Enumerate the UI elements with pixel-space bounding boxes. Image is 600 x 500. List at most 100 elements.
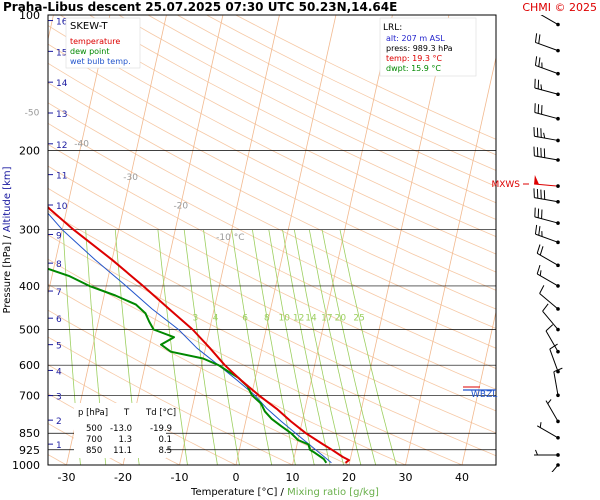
wind-barb-feather <box>536 264 541 275</box>
mixing-ratio-line <box>293 229 344 465</box>
y-tick-label: 850 <box>19 427 40 440</box>
wind-barb-feather <box>553 367 563 373</box>
wind-barb-shaft <box>545 330 559 352</box>
wind-barb-shaft <box>534 112 559 120</box>
wind-barb <box>536 264 560 288</box>
isotherm-line <box>48 15 111 296</box>
y-axis-title: Pressure [hPa] / Altitude [km] <box>2 166 13 313</box>
wind-barbs <box>533 15 563 472</box>
altitude-label: 15 <box>56 48 67 58</box>
lrl-temp: temp: 19.3 °C <box>386 54 443 63</box>
legend-title: SKEW-T <box>70 21 108 32</box>
table-row-p: 700 <box>86 435 102 445</box>
table-row-t: 1.3 <box>118 435 132 445</box>
wind-barb-station <box>556 435 560 440</box>
lrl-background <box>379 17 477 77</box>
altitude-label: 3 <box>56 393 62 403</box>
altitude-label: 11 <box>56 172 67 182</box>
values-table: p [hPa] T Td [°C] 500 -13.0 -19.9 700 1.… <box>74 403 176 458</box>
wind-barb-feather <box>542 303 549 312</box>
wind-barb <box>533 127 560 143</box>
x-tick-label: 30 <box>399 471 413 484</box>
wind-barb-feather <box>534 33 538 43</box>
mixing-ratio-line <box>252 229 296 465</box>
series-wet-bulb-temp-line <box>48 212 332 464</box>
wind-barb <box>534 33 560 53</box>
table-header-td: Td [°C] <box>145 408 176 418</box>
wind-barb-station <box>556 349 560 354</box>
legend-box: SKEW-T temperature dew point wet bulb te… <box>65 17 141 69</box>
mixing-ratio-line <box>339 229 397 465</box>
wind-barb-shaft <box>540 15 559 25</box>
y-tick-label: 100 <box>19 9 40 22</box>
wind-barb <box>534 449 560 457</box>
lrl-dwpt: dwpt: 15.9 °C <box>386 64 441 73</box>
table-row-td: -19.9 <box>150 424 172 434</box>
wind-barb <box>533 188 560 204</box>
wind-barb <box>536 244 560 268</box>
wind-barb <box>533 146 560 162</box>
wind-barb <box>542 303 560 332</box>
wind-barb-shaft <box>535 41 559 52</box>
series-dew-point-line <box>48 267 328 464</box>
dry-adiabat-line <box>48 210 496 434</box>
x-tick-label: -10 <box>171 471 189 484</box>
mixing-ratio-label: 8 <box>264 313 270 323</box>
wind-barb-station <box>556 263 560 268</box>
y-tick-label: 400 <box>19 280 40 293</box>
y-tick-label: 500 <box>19 324 40 337</box>
dry-adiabat-line <box>118 15 496 204</box>
wind-barb-station <box>556 393 560 398</box>
wind-barb-shaft <box>534 197 559 203</box>
isotherm-label: -20 <box>173 202 188 212</box>
wind-barb-station <box>556 240 560 245</box>
wind-barb-feather <box>539 422 542 428</box>
altitude-label: 14 <box>56 79 68 89</box>
wind-barb <box>551 463 560 472</box>
wind-barb-station <box>556 184 560 188</box>
altitude-label: 12 <box>56 141 67 151</box>
table-row-p: 500 <box>86 424 102 434</box>
isotherm-label: -50 <box>25 109 40 119</box>
copyright-link[interactable]: CHMI © 2025 <box>522 1 597 14</box>
y-tick-label: 700 <box>19 389 40 402</box>
mixing-ratio-label: 3 <box>192 313 198 323</box>
table-row-t: -13.0 <box>110 424 132 434</box>
mxws-label: MXWS <box>491 180 520 190</box>
x-tick-label: -30 <box>58 471 76 484</box>
x-tick-label: -20 <box>114 471 132 484</box>
wind-barb <box>534 56 560 76</box>
wind-barb-station <box>556 221 560 225</box>
wind-barb <box>545 324 560 354</box>
dry-adiabat-line <box>48 165 496 390</box>
values-table-background <box>74 403 166 458</box>
wind-barb-station <box>556 463 560 467</box>
table-row-t: 11.1 <box>113 446 132 456</box>
wind-barb-station <box>556 327 560 332</box>
table-header-p: p [hPa] <box>78 408 108 418</box>
x-tick-label: 40 <box>455 471 469 484</box>
y-tick-label: 925 <box>19 444 40 457</box>
x-axis-title: Temperature [°C] / Mixing ratio [g/kg] <box>190 487 379 498</box>
wind-barb-feather <box>539 246 544 256</box>
altitude-label: 5 <box>56 342 62 352</box>
dry-adiabat-line <box>48 102 496 329</box>
wind-barb-station <box>556 307 560 311</box>
x-tick-label: 10 <box>286 471 300 484</box>
wind-barb <box>534 175 560 188</box>
isotherm-label: -10 °C <box>216 233 244 243</box>
wind-barb-shaft <box>549 348 559 372</box>
wind-barb <box>534 224 560 245</box>
mixing-ratio-label: 12 <box>293 313 304 323</box>
altitude-label: 7 <box>56 288 62 298</box>
wbzl-marker: WBZL <box>463 386 497 400</box>
wind-barb-shaft <box>542 310 559 330</box>
altitude-label: 13 <box>56 110 67 120</box>
dry-adiabat-line <box>48 82 496 310</box>
isotherm-line <box>405 55 496 465</box>
wind-barb-shaft <box>534 135 559 141</box>
wind-barb <box>553 367 563 398</box>
dry-adiabat-line <box>48 62 496 291</box>
x-tick-label: 0 <box>233 471 240 484</box>
